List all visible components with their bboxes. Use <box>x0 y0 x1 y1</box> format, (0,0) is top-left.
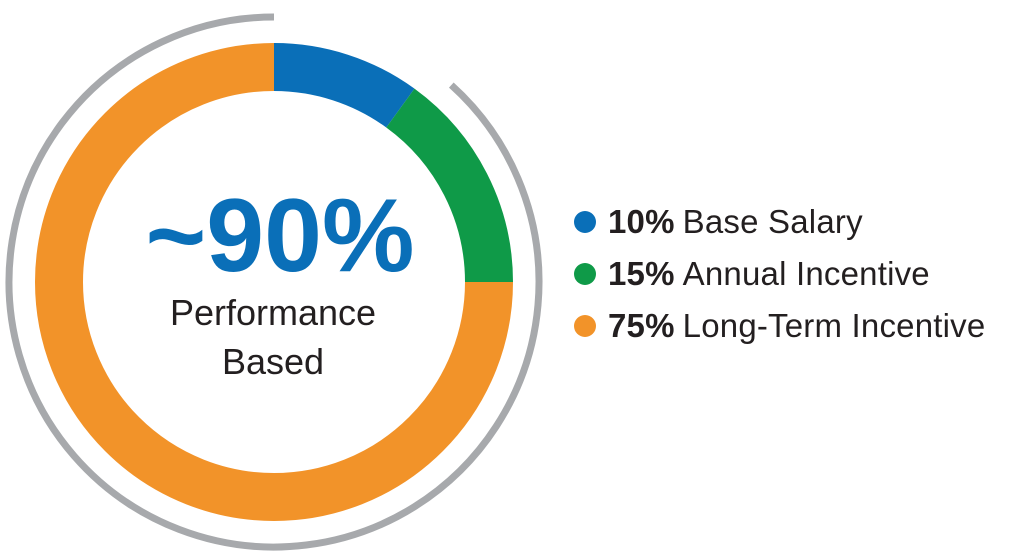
annual-incentive-dot-icon <box>574 263 596 285</box>
donut-slice-long-term-incentive <box>35 43 513 521</box>
legend-item-base-salary: 10% Base Salary <box>574 196 985 248</box>
legend-label: Annual Incentive <box>682 255 930 292</box>
donut-slices <box>35 43 513 521</box>
base-salary-dot-icon <box>574 211 596 233</box>
legend-label: Long-Term Incentive <box>682 307 986 344</box>
performance-arc-group <box>5 13 543 551</box>
legend-value: 10% <box>608 203 675 240</box>
legend-item-long-term-incentive: 75% Long-Term Incentive <box>574 300 985 352</box>
donut-slice-annual-incentive <box>385 88 513 283</box>
center-sublabel-line2: Based <box>222 341 324 382</box>
legend-value: 75% <box>608 307 675 344</box>
center-headline: ~90% <box>146 178 415 294</box>
legend: 10% Base Salary 15% Annual Incentive 75% Lo… <box>574 196 985 352</box>
legend-value: 15% <box>608 255 675 292</box>
center-sublabel-line1: Performance <box>170 292 376 333</box>
performance-based-arc <box>5 13 543 551</box>
donut-slice-base-salary <box>273 43 415 128</box>
legend-item-annual-incentive: 15% Annual Incentive <box>574 248 985 300</box>
legend-label: Base Salary <box>682 203 863 240</box>
long-term-incentive-dot-icon <box>574 315 596 337</box>
pay-mix-donut-chart: ~90% Performance Based <box>5 13 543 551</box>
